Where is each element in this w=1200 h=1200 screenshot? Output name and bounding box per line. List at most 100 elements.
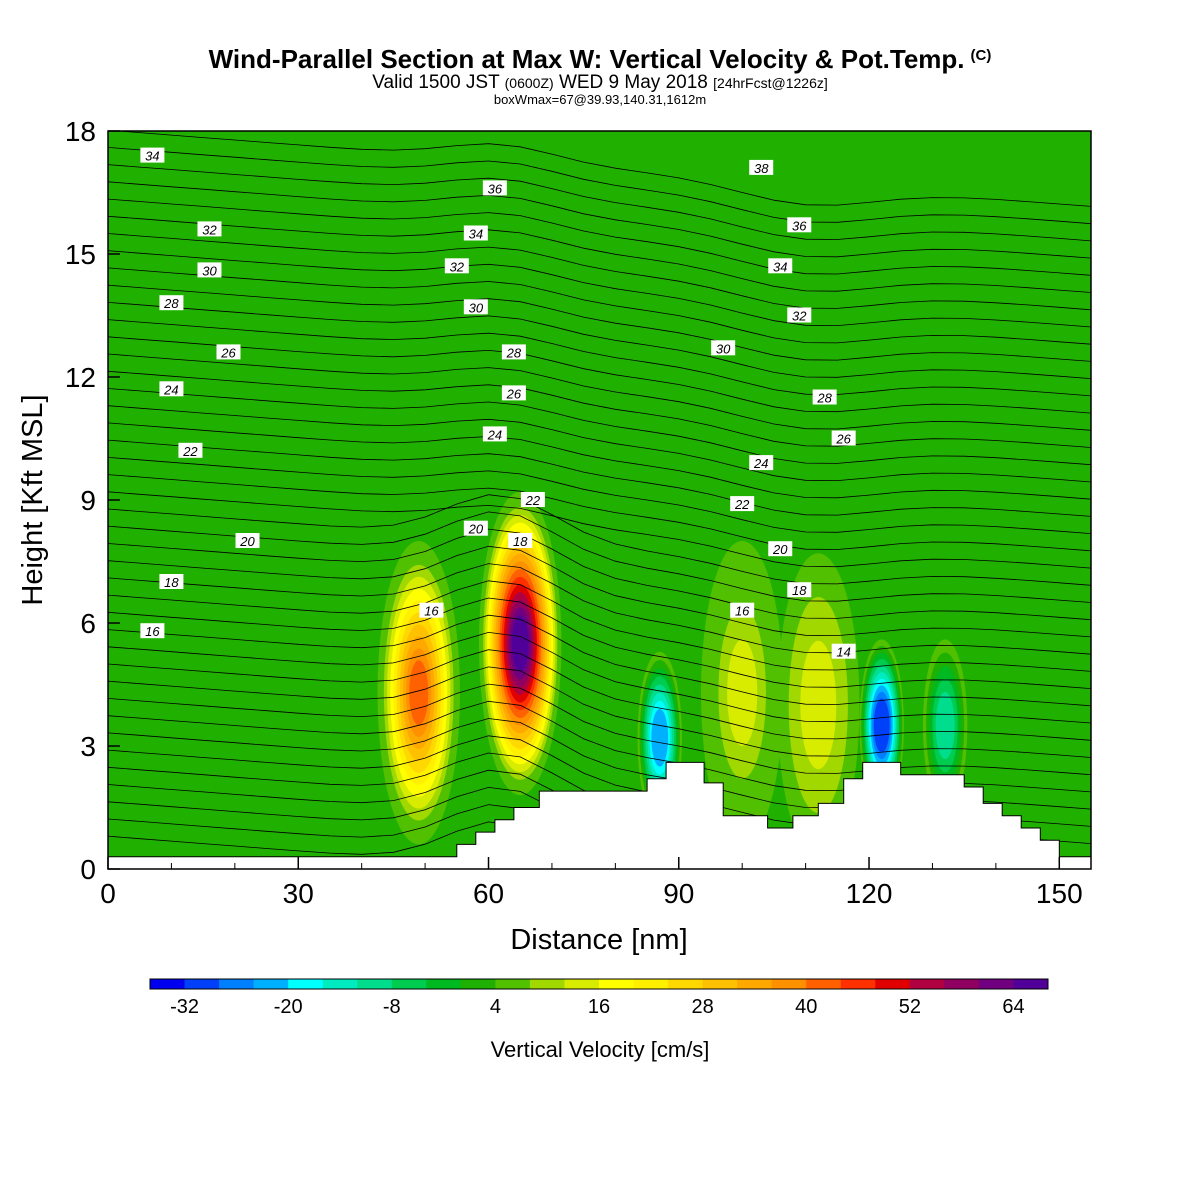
isentrope-line bbox=[108, 319, 1091, 397]
isentrope-line bbox=[108, 353, 1091, 431]
valid-date: WED 9 May 2018 bbox=[558, 72, 708, 93]
svg-text:22: 22 bbox=[182, 444, 198, 459]
isentrope-line bbox=[108, 267, 1091, 345]
theta-label: 26 bbox=[831, 430, 856, 447]
theta-label: 18 bbox=[787, 582, 812, 598]
svg-text:36: 36 bbox=[792, 218, 807, 233]
y-axis-label: Height [Kft MSL] bbox=[17, 394, 49, 605]
colorbar-tick-label: 52 bbox=[899, 996, 921, 1018]
colorbar-swatch bbox=[771, 979, 807, 989]
colorbar-swatch bbox=[184, 979, 220, 989]
isentrope-line bbox=[108, 181, 1091, 259]
theta-label: 16 bbox=[140, 623, 165, 639]
isentrope-line bbox=[108, 666, 1091, 758]
colorbar-swatch bbox=[840, 979, 876, 989]
theta-label: 20 bbox=[235, 533, 260, 549]
x-tick-label: 90 bbox=[663, 878, 694, 909]
isentrope-line bbox=[108, 528, 1091, 621]
theta-label: 16 bbox=[419, 602, 444, 619]
y-tick-label: 3 bbox=[80, 731, 96, 762]
theta-label: 22 bbox=[730, 496, 755, 512]
colorbar-swatch bbox=[288, 979, 324, 989]
svg-text:22: 22 bbox=[734, 497, 750, 512]
y-tick-label: 15 bbox=[65, 239, 96, 270]
svg-text:32: 32 bbox=[792, 309, 807, 324]
isentrope-line bbox=[108, 631, 1091, 724]
colorbar-swatch bbox=[460, 979, 496, 989]
updraft-cell bbox=[727, 639, 758, 746]
theta-label: 32 bbox=[197, 221, 222, 237]
colorbar-swatch bbox=[909, 979, 945, 989]
theta-label: 34 bbox=[768, 258, 793, 274]
theta-label: 30 bbox=[711, 340, 736, 356]
svg-text:16: 16 bbox=[424, 604, 439, 619]
theta-label: 36 bbox=[787, 217, 812, 233]
svg-text:22: 22 bbox=[525, 493, 541, 508]
svg-text:14: 14 bbox=[836, 645, 850, 660]
svg-text:34: 34 bbox=[469, 227, 483, 242]
isentrope-line bbox=[108, 147, 1091, 225]
colorbar: -32 -20 -8 4 16 28 40 52 64 bbox=[149, 978, 1049, 1018]
theta-label: 18 bbox=[159, 574, 184, 590]
colorbar-label: Vertical Velocity [cm/s] bbox=[491, 1037, 710, 1062]
svg-text:30: 30 bbox=[469, 300, 484, 315]
colorbar-swatch bbox=[219, 979, 255, 989]
isentrope-line bbox=[108, 233, 1091, 311]
svg-text:28: 28 bbox=[506, 345, 522, 360]
svg-text:26: 26 bbox=[506, 386, 522, 401]
y-tick-label: 6 bbox=[80, 608, 96, 639]
theta-label: 24 bbox=[749, 455, 774, 471]
theta-label: 36 bbox=[482, 180, 507, 196]
chart-subtitle: Valid 1500 JST (0600Z) WED 9 May 2018 [2… bbox=[0, 72, 1200, 94]
theta-label: 24 bbox=[482, 426, 507, 442]
isentrope-line bbox=[108, 491, 1091, 569]
theta-label: 30 bbox=[463, 299, 488, 315]
isentrope-line bbox=[108, 250, 1091, 328]
theta-labels: 34 32 30 28 26 24 22 20 18 16 36 34 32 30 28 26 24 22 20 18… bbox=[140, 147, 856, 660]
colorbar-tick-label: -8 bbox=[383, 996, 401, 1018]
colorbar-tick-label: -20 bbox=[274, 996, 303, 1018]
y-tick-label: 9 bbox=[80, 485, 96, 516]
y-tick-label: 12 bbox=[65, 362, 96, 393]
theta-label: 18 bbox=[508, 533, 533, 549]
isentrope-line bbox=[108, 215, 1091, 293]
isentrope-line bbox=[113, 131, 1091, 207]
updraft-cell bbox=[800, 640, 837, 770]
isentrope-line bbox=[108, 198, 1091, 276]
svg-text:38: 38 bbox=[754, 161, 769, 176]
svg-text:18: 18 bbox=[164, 575, 179, 590]
theta-label: 32 bbox=[787, 307, 812, 324]
valid-time: Valid 1500 JST bbox=[372, 72, 500, 93]
svg-text:20: 20 bbox=[239, 534, 255, 549]
svg-text:26: 26 bbox=[220, 345, 236, 360]
colorbar-swatch bbox=[426, 979, 462, 989]
svg-text:32: 32 bbox=[202, 222, 217, 237]
isentrope-line bbox=[108, 284, 1091, 362]
isentrope-line bbox=[108, 388, 1091, 466]
svg-text:16: 16 bbox=[145, 624, 160, 639]
theta-label: 30 bbox=[197, 262, 222, 278]
theta-label: 32 bbox=[444, 258, 469, 274]
isentrope-line bbox=[108, 474, 1091, 552]
isentrope-line bbox=[108, 683, 1091, 776]
isentrope-line bbox=[108, 545, 1091, 638]
downdraft-cell bbox=[935, 691, 955, 760]
isentrope-line bbox=[108, 370, 1091, 448]
copyright-mark: (C) bbox=[970, 47, 992, 64]
svg-text:34: 34 bbox=[773, 259, 787, 274]
svg-text:24: 24 bbox=[163, 382, 178, 397]
theta-label: 22 bbox=[520, 492, 545, 508]
theta-label: 16 bbox=[730, 602, 755, 619]
terrain bbox=[108, 761, 1091, 869]
colorbar-swatch bbox=[357, 979, 393, 989]
velocity-cells bbox=[377, 491, 968, 857]
utc-time: (0600Z) bbox=[504, 75, 554, 91]
colorbar-swatch bbox=[875, 979, 911, 989]
svg-text:28: 28 bbox=[163, 296, 179, 311]
svg-text:30: 30 bbox=[202, 263, 217, 278]
downdraft-cell bbox=[873, 698, 890, 753]
x-tick-label: 120 bbox=[846, 878, 893, 909]
theta-label: 24 bbox=[159, 381, 184, 397]
colorbar-tick-label: -32 bbox=[170, 996, 199, 1018]
colorbar-swatch bbox=[253, 979, 289, 989]
